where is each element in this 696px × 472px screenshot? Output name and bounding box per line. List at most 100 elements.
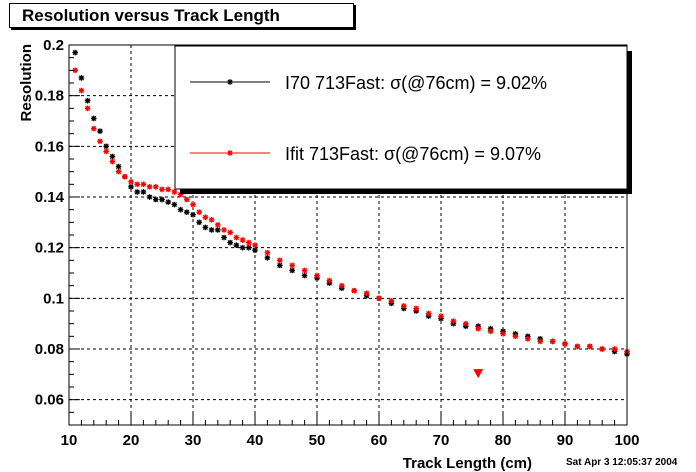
ifit-point — [277, 257, 283, 264]
ifit-point — [438, 313, 444, 319]
ifit-point — [78, 87, 85, 94]
legend-entry: I70 713Fast: σ(@76cm) = 9.02% — [285, 73, 547, 93]
i70-point — [97, 128, 103, 134]
ifit-point — [264, 249, 271, 256]
ifit-point — [562, 341, 568, 347]
i70-point — [128, 184, 134, 190]
x-tick-label: 20 — [123, 432, 140, 449]
ifit-point — [109, 158, 116, 165]
i70-point — [196, 219, 202, 226]
ifit-point — [128, 179, 134, 185]
ifit-point — [171, 189, 178, 195]
ifit-point — [221, 227, 227, 233]
ifit-point — [487, 328, 494, 335]
i70-point — [215, 227, 221, 233]
ifit-point — [84, 105, 91, 112]
ifit-point — [202, 214, 209, 221]
y-tick-label: 0.12 — [35, 240, 64, 257]
ifit-point — [512, 333, 519, 340]
ifit-point — [246, 239, 252, 246]
y-tick-label: 0.1 — [43, 290, 64, 307]
i70-point — [246, 244, 252, 251]
ifit-point — [91, 125, 97, 132]
y-axis-label: Resolution — [18, 44, 35, 122]
x-tick-label: 30 — [185, 432, 202, 449]
ifit-point — [252, 242, 258, 248]
ifit-point — [159, 186, 165, 193]
y-tick-label: 0.18 — [35, 88, 64, 105]
x-tick-label: 10 — [61, 432, 78, 449]
ifit-point — [351, 287, 357, 294]
ifit-point — [122, 173, 128, 180]
ifit-point — [587, 343, 593, 350]
i70-point — [91, 115, 97, 122]
ifit-point — [363, 290, 370, 297]
legend-marker — [227, 79, 233, 85]
i70-point — [221, 234, 227, 241]
ifit-point — [339, 282, 345, 289]
y-tick-label: 0.14 — [35, 189, 65, 206]
y-tick-label: 0.16 — [35, 138, 64, 155]
i70-point — [264, 255, 271, 261]
i70-point — [301, 272, 308, 279]
ifit-point — [165, 186, 171, 193]
ifit-point — [500, 331, 506, 337]
x-tick-label: 60 — [371, 432, 388, 449]
i70-point — [227, 239, 233, 246]
ifit-point — [475, 325, 481, 332]
x-tick-label: 100 — [614, 432, 639, 449]
chart-title: Resolution versus Track Length — [22, 5, 280, 25]
x-tick-label: 50 — [309, 432, 326, 449]
ifit-point — [549, 338, 556, 345]
i70-point — [165, 199, 171, 205]
legend-entry: Ifit 713Fast: σ(@76cm) = 9.07% — [285, 144, 541, 164]
ifit-point — [227, 229, 233, 236]
i70-point — [78, 75, 85, 81]
i70-point — [277, 262, 283, 269]
ifit-point — [134, 181, 140, 188]
ifit-point — [146, 184, 153, 190]
ifit-point — [537, 338, 543, 345]
i70-point — [140, 189, 147, 195]
ifit-point — [190, 201, 196, 208]
i70-point — [184, 209, 190, 215]
ifit-point — [115, 168, 122, 175]
ifit-point — [239, 237, 246, 243]
x-tick-label: 40 — [247, 432, 264, 449]
ifit-point — [413, 305, 419, 312]
ifit-point — [140, 181, 147, 188]
i70-point — [159, 196, 165, 203]
tick-labels: 10 20 30 40 50 60 70 80 90 100 0.06 0.08 0.1 0.12 0.14… — [35, 37, 640, 449]
triangle-marker — [473, 369, 484, 379]
ifit-point — [153, 184, 159, 190]
chart-title-box: Resolution versus Track Length — [9, 3, 354, 28]
ifit-point — [215, 222, 221, 228]
ifit-point — [525, 336, 531, 342]
legend-marker — [227, 150, 233, 156]
timestamp: Sat Apr 3 12:05:37 2004 — [566, 457, 678, 468]
ifit-point — [208, 217, 215, 223]
legend-box — [174, 45, 628, 190]
x-tick-label: 70 — [433, 432, 450, 449]
ifit-point — [233, 234, 240, 241]
i70-point — [239, 244, 246, 251]
i70-point — [177, 206, 184, 213]
i70-point — [134, 189, 140, 195]
ifit-point — [611, 346, 618, 352]
x-tick-label: 90 — [557, 432, 574, 449]
i70-point — [252, 247, 258, 253]
ifit-point — [301, 267, 308, 274]
ifit-point — [401, 303, 407, 309]
ifit-point — [599, 346, 605, 352]
y-tick-label: 0.06 — [35, 392, 64, 409]
i70-point — [146, 194, 153, 200]
y-tick-label: 0.08 — [35, 341, 64, 358]
x-tick-label: 80 — [495, 432, 512, 449]
i70-point — [153, 196, 159, 203]
x-axis-label: Track Length (cm) — [403, 455, 532, 472]
ifit-point — [376, 295, 382, 302]
ifit-point — [314, 272, 320, 279]
i70-point — [233, 242, 240, 248]
i70-point — [109, 153, 116, 160]
